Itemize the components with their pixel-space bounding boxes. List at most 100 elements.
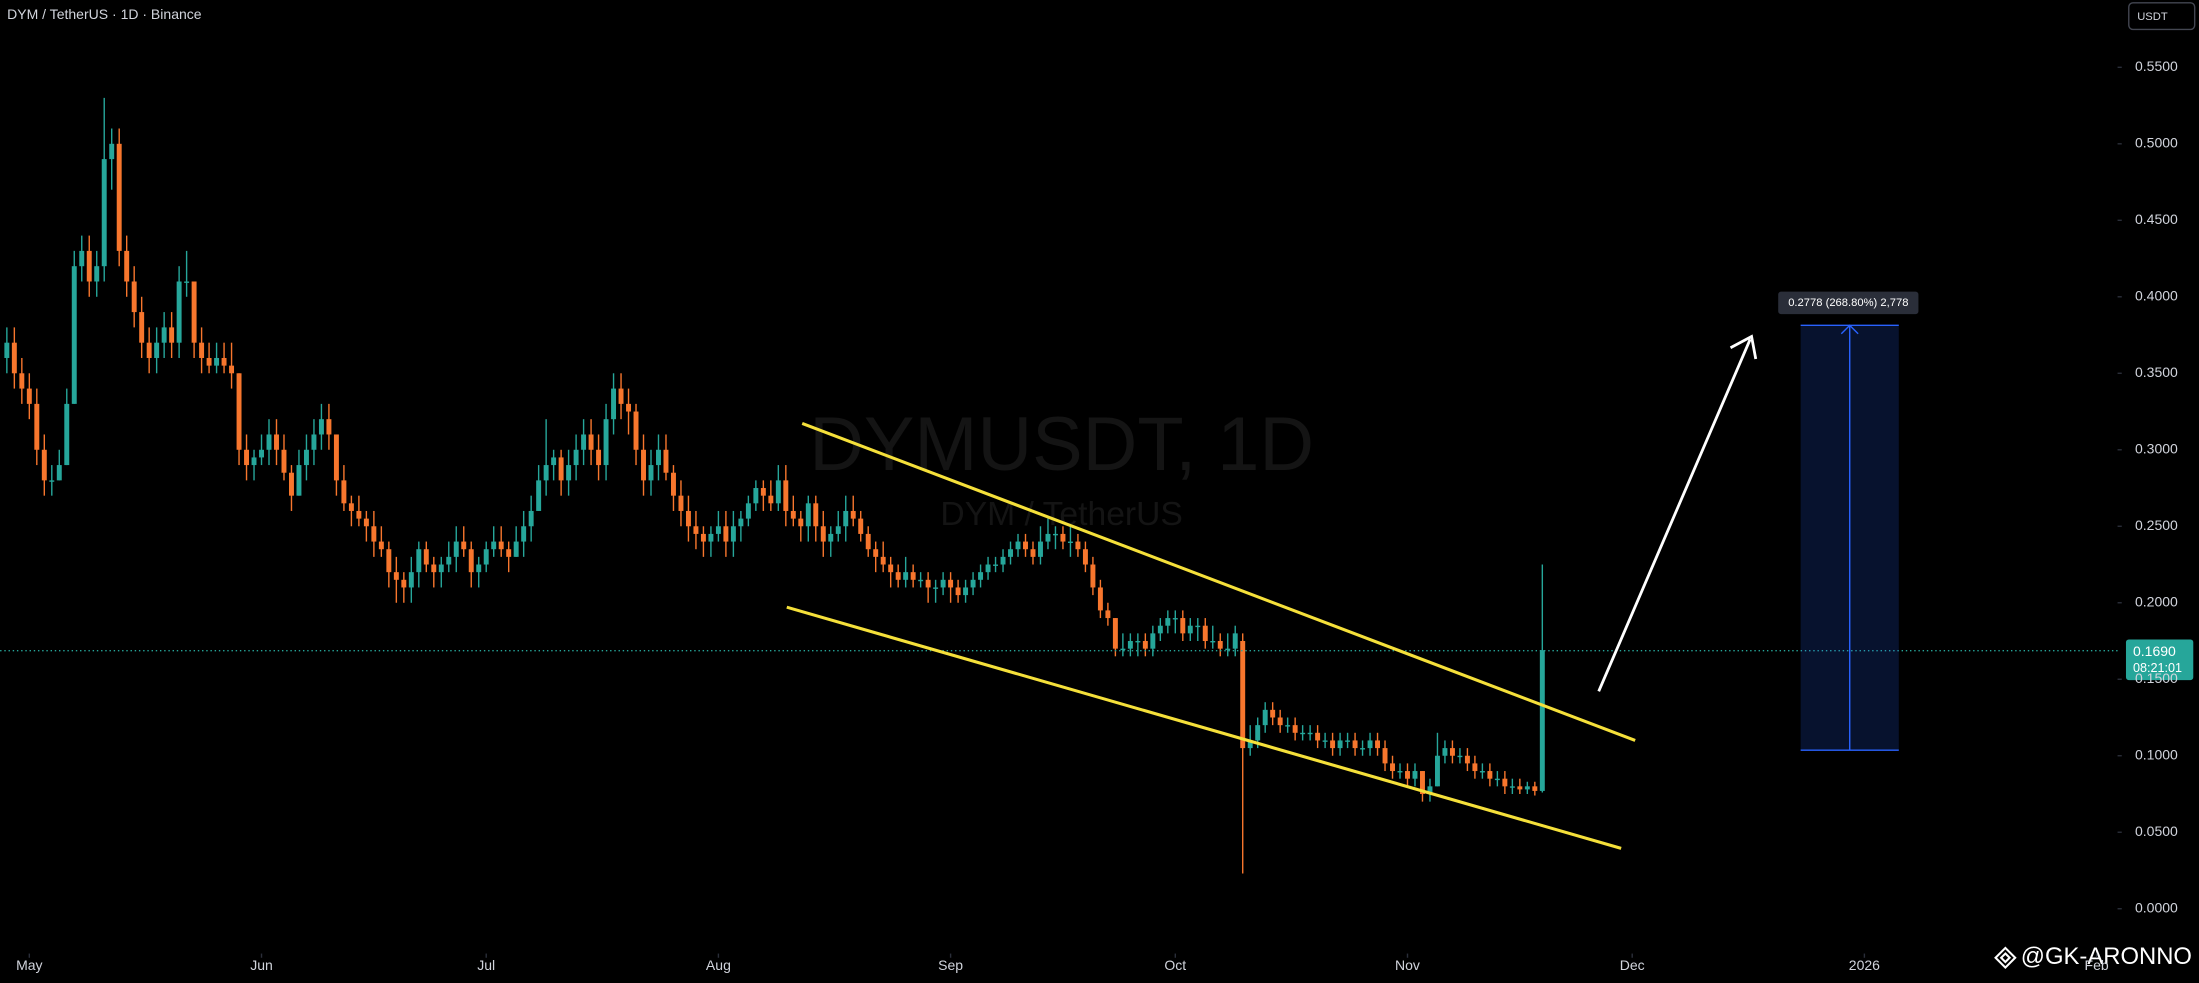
price-label: 0.1690 — [2133, 643, 2176, 659]
candle-body — [1112, 618, 1118, 649]
candle-body — [79, 250, 85, 267]
candle-body — [34, 403, 40, 450]
candle-body — [513, 541, 519, 557]
candle-body — [1240, 641, 1246, 749]
candle-body — [333, 434, 339, 481]
candle-body — [476, 564, 482, 573]
marks — [4, 97, 1545, 874]
candle-body — [626, 403, 632, 412]
candle-body — [86, 250, 92, 282]
x-tick-label: Aug — [706, 957, 731, 973]
candle-body — [176, 281, 182, 343]
candle-body — [730, 526, 736, 542]
candle-body — [948, 579, 954, 588]
chart-title: DYM / TetherUS · 1D · Binance — [7, 6, 202, 22]
candle-body — [1307, 732, 1313, 735]
currency[interactable]: USDT — [2137, 11, 2168, 23]
candle-body — [281, 449, 287, 473]
candle-body — [1225, 648, 1231, 651]
candle-body — [1337, 740, 1343, 749]
candle-body — [1082, 549, 1088, 565]
candle-body — [453, 541, 459, 557]
candle-body — [1000, 556, 1006, 565]
y-tick-label: 0.3000 — [2135, 440, 2178, 456]
candle-body — [1375, 740, 1381, 749]
candle-body — [828, 533, 834, 542]
candle-body — [1397, 771, 1403, 773]
candle-body — [895, 572, 901, 580]
candle-body — [431, 564, 437, 573]
candle-body — [1105, 610, 1111, 619]
candle-body — [1367, 740, 1373, 749]
candle-body — [311, 434, 317, 450]
candle-body — [1457, 755, 1463, 758]
candle-body — [64, 403, 70, 466]
candle-body — [588, 434, 594, 450]
candle-body — [1315, 732, 1321, 741]
candle-body — [1135, 641, 1141, 643]
candle-body — [925, 579, 931, 588]
candle-body — [1524, 786, 1530, 790]
candle-body — [1090, 564, 1096, 588]
candle-body — [393, 572, 399, 580]
credit: @GK-ARONNO — [2021, 943, 2192, 970]
candle-body — [1322, 740, 1328, 742]
candle-body — [1097, 587, 1103, 611]
candle-body — [1360, 748, 1366, 750]
candle-body — [1008, 549, 1013, 557]
trendline-lower — [786, 605, 1622, 850]
candle-body — [191, 281, 197, 343]
candle-body — [1472, 763, 1478, 772]
y-tick-label: 0.4000 — [2135, 287, 2178, 303]
logo-icon — [1994, 946, 2017, 970]
candle-body — [873, 549, 879, 557]
candle-body — [1487, 771, 1493, 779]
candle-body — [139, 312, 145, 343]
candle-body — [790, 510, 796, 519]
candle-body — [348, 503, 354, 511]
currency-button[interactable] — [2128, 2, 2196, 31]
candle-body — [1300, 732, 1306, 735]
candle-body — [738, 518, 744, 527]
candle-body — [1442, 748, 1448, 756]
candle-body — [775, 480, 781, 504]
candle-body — [1449, 748, 1455, 756]
candle-body — [116, 143, 122, 251]
candle-body — [903, 572, 909, 580]
candle-body — [1180, 618, 1186, 634]
candle-body — [558, 457, 564, 481]
candle-body — [670, 472, 676, 496]
candle-body — [663, 449, 669, 473]
candle-body — [1038, 541, 1043, 557]
candle-body — [1255, 725, 1261, 741]
y-tick-label: 0.0500 — [2135, 823, 2178, 839]
candle-body — [1232, 633, 1238, 649]
candle-body — [446, 556, 452, 565]
candle-body — [11, 342, 17, 374]
candle-body — [1045, 533, 1051, 542]
candle-body — [1030, 549, 1036, 557]
x-tick-label: Jul — [477, 957, 495, 973]
candle-body — [199, 342, 205, 358]
candle-body — [326, 419, 332, 435]
candle-body — [71, 266, 77, 404]
candle-body — [611, 388, 617, 420]
candle-body — [700, 533, 706, 542]
candle-body — [813, 503, 819, 527]
candle-body — [880, 556, 886, 565]
candle-body — [56, 465, 62, 481]
candle-body — [918, 579, 924, 582]
candle-body — [1502, 778, 1508, 787]
candle-body — [461, 541, 467, 550]
candle-body — [1202, 625, 1208, 642]
candle-body — [633, 411, 639, 450]
candle-body — [146, 342, 152, 358]
x-tick-label: 2026 — [1849, 957, 1880, 973]
candle-body — [850, 510, 856, 519]
candle-body — [221, 357, 227, 366]
candle-body — [618, 388, 624, 404]
candle-body — [753, 488, 759, 504]
candle-body — [835, 526, 841, 534]
candle-body — [865, 533, 871, 550]
candle-body — [963, 587, 969, 596]
